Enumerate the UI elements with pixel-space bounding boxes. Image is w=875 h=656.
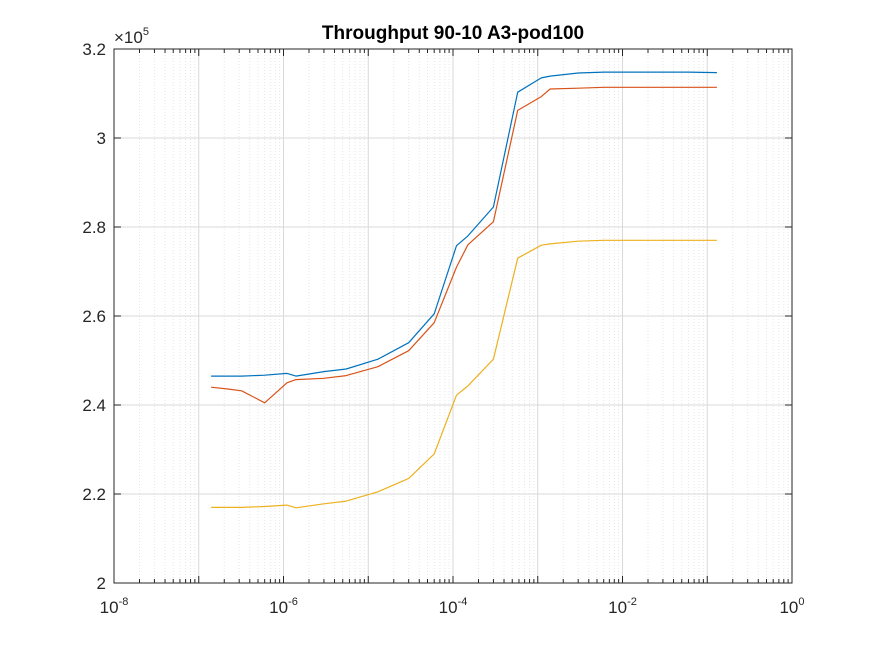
x-tick-label-base: 10 <box>439 598 458 617</box>
x-tick-label-base: 10 <box>779 598 798 617</box>
x-tick-label: 10-2 <box>608 596 637 617</box>
x-tick-label: 100 <box>779 596 804 617</box>
x-tick-labels: 10-8 10-6 10-4 10-2 100 <box>100 596 805 617</box>
y-tick-label: 2.4 <box>82 396 106 415</box>
y-tick-label: 2 <box>97 574 106 593</box>
y-tick-label: 2.6 <box>82 307 106 326</box>
series-line-2 <box>211 86 717 404</box>
x-tick-label-exponent: -6 <box>288 596 298 608</box>
y-axis-multiplier-base: ×10 <box>114 28 143 47</box>
axis-ticks <box>113 48 793 584</box>
x-tick-label-exponent: 0 <box>798 596 804 608</box>
series-layer <box>211 71 717 509</box>
x-tick-label-base: 10 <box>608 598 627 617</box>
x-tick-label-base: 10 <box>100 598 119 617</box>
chart-title: Throughput 90-10 A3-pod100 <box>322 23 584 44</box>
x-tick-label-exponent: -2 <box>627 596 637 608</box>
y-tick-label: 2.2 <box>82 485 106 504</box>
series-line-1 <box>211 71 717 377</box>
x-tick-label: 10-4 <box>439 596 468 617</box>
y-tick-label: 2.8 <box>82 218 106 237</box>
x-tick-label: 10-6 <box>269 596 298 617</box>
y-tick-label: 3.2 <box>82 40 106 59</box>
y-tick-labels: 2 2.2 2.4 2.6 2.8 3 3.2 <box>82 40 106 593</box>
y-axis-multiplier-exponent: 5 <box>143 26 149 38</box>
x-tick-label: 10-8 <box>100 596 129 617</box>
x-tick-label-exponent: -4 <box>458 596 468 608</box>
x-tick-label-exponent: -8 <box>119 596 129 608</box>
series-line-3 <box>211 239 717 509</box>
y-tick-label: 3 <box>97 129 106 148</box>
y-axis-multiplier: ×105 <box>114 26 149 47</box>
x-tick-label-base: 10 <box>269 598 288 617</box>
